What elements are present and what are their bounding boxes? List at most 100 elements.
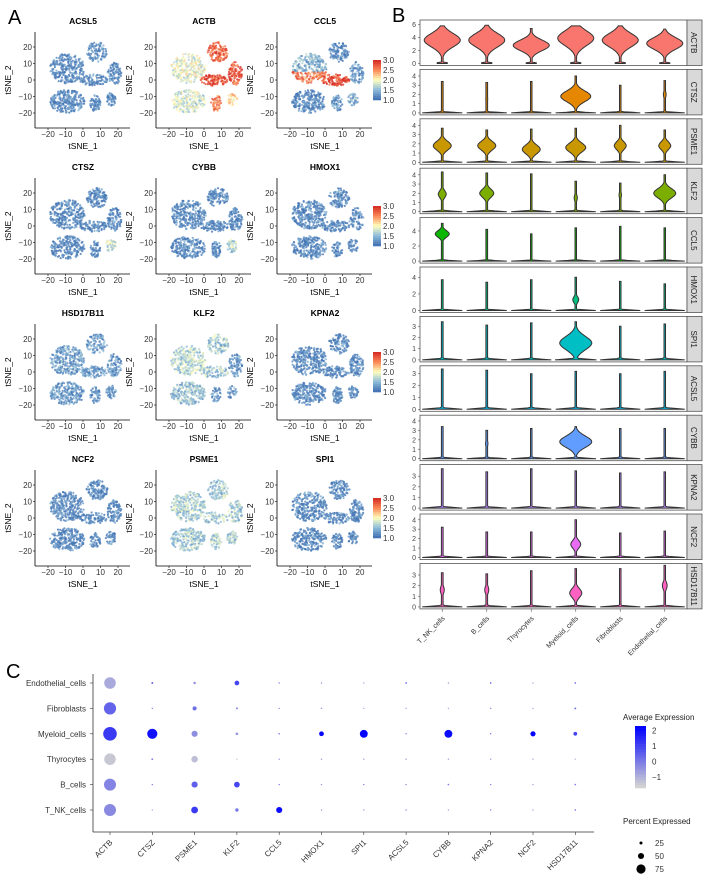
cell-point: [344, 55, 347, 58]
cell-point: [75, 216, 78, 219]
cell-point: [57, 76, 60, 79]
cell-point: [322, 81, 325, 84]
cell-point: [63, 104, 66, 107]
cell-point: [57, 80, 60, 83]
cell-point: [227, 241, 230, 244]
cell-point: [213, 103, 216, 106]
y-tick-label: −20: [139, 255, 153, 264]
cell-point: [93, 204, 96, 208]
cell-point: [218, 53, 222, 57]
cell-point: [79, 94, 82, 97]
cell-point: [176, 215, 179, 218]
cell-point: [175, 71, 178, 74]
cell-point: [203, 81, 206, 85]
cell-point: [355, 249, 358, 252]
cell-point: [221, 76, 224, 79]
cell-point: [53, 93, 56, 97]
cell-point: [196, 250, 199, 253]
cell-point: [88, 57, 91, 60]
cell-point: [224, 51, 227, 54]
cell-point: [354, 67, 357, 70]
cell-point: [179, 252, 182, 255]
cell-point: [68, 208, 71, 211]
cell-point: [206, 79, 209, 82]
cell-point: [199, 222, 202, 225]
cell-point: [224, 56, 227, 59]
cell-point: [91, 51, 95, 54]
cell-point: [178, 244, 181, 247]
cell-point: [231, 64, 235, 67]
cell-point: [108, 72, 111, 75]
cell-point: [213, 191, 216, 194]
cell-point: [310, 98, 313, 101]
cell-point: [52, 240, 55, 243]
y-tick-label: −20: [18, 255, 32, 264]
cell-point: [52, 71, 55, 74]
cell-point: [226, 248, 229, 251]
cell-point: [203, 67, 206, 71]
cell-point: [198, 99, 201, 102]
cell-point: [93, 243, 97, 246]
cell-point: [67, 62, 70, 65]
cell-point: [206, 51, 209, 54]
cell-point: [69, 257, 72, 260]
cell-point: [311, 56, 314, 59]
cell-point: [56, 93, 59, 96]
cell-point: [189, 252, 192, 255]
cell-point: [111, 216, 114, 219]
cell-point: [349, 67, 352, 70]
cell-point: [206, 83, 209, 86]
cell-point: [233, 61, 236, 64]
cell-point: [93, 107, 96, 110]
cell-point: [238, 70, 242, 73]
cell-point: [73, 61, 76, 64]
cell-point: [58, 59, 61, 62]
cell-point: [210, 203, 214, 206]
cell-point: [80, 73, 83, 76]
cell-point: [66, 107, 69, 110]
cell-point: [107, 68, 110, 71]
cell-point: [178, 246, 182, 249]
cell-point: [324, 71, 327, 74]
cell-point: [101, 204, 104, 207]
cell-point: [216, 57, 219, 60]
cell-point: [59, 98, 62, 101]
cell-point: [212, 82, 215, 85]
cell-point: [194, 210, 197, 213]
cell-point: [240, 68, 244, 71]
cell-point: [188, 96, 191, 99]
cell-point: [95, 187, 98, 190]
cell-point: [56, 103, 59, 106]
cell-point: [83, 80, 87, 83]
cell-point: [93, 101, 96, 104]
cell-point: [66, 90, 69, 94]
cell-point: [63, 251, 67, 254]
cell-point: [318, 76, 321, 79]
cell-point: [81, 61, 84, 64]
cell-point: [353, 73, 356, 76]
cell-point: [292, 241, 295, 244]
cell-point: [182, 61, 185, 64]
cell-point: [303, 109, 306, 113]
cell-point: [76, 65, 79, 68]
cell-point: [295, 95, 298, 98]
cell-point: [85, 82, 88, 85]
cell-point: [93, 94, 96, 98]
cell-point: [185, 62, 188, 65]
cell-point: [92, 57, 95, 60]
y-axis-label: tSNE_2: [245, 65, 255, 95]
cell-point: [96, 103, 100, 106]
cell-point: [229, 247, 232, 250]
cell-point: [207, 196, 210, 199]
cell-point: [76, 218, 79, 222]
y-tick-label: 0: [28, 222, 33, 231]
cell-point: [88, 195, 92, 198]
cell-point: [106, 245, 109, 248]
cell-point: [194, 207, 197, 210]
cell-point: [97, 107, 100, 110]
cell-point: [313, 53, 316, 56]
cell-point: [350, 104, 353, 107]
cell-point: [183, 256, 186, 259]
cell-point: [319, 107, 322, 110]
